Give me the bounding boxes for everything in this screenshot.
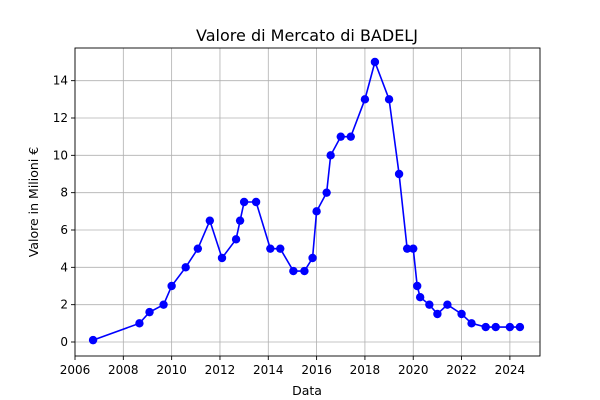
chart-title: Valore di Mercato di BADELJ	[196, 26, 418, 45]
data-point	[308, 253, 317, 263]
data-point	[413, 281, 422, 291]
series-line	[92, 59, 520, 341]
x-tick-label: 2024	[495, 363, 526, 377]
x-tick-label: 2018	[350, 363, 381, 377]
data-point	[289, 266, 298, 276]
data-point	[505, 322, 515, 332]
y-tick-label: 12	[53, 111, 68, 125]
y-axis-label: Valore in Milioni €	[26, 147, 41, 257]
data-point	[402, 244, 412, 253]
x-tick-label: 2008	[108, 363, 139, 377]
data-point	[370, 57, 380, 67]
data-point	[239, 197, 249, 207]
data-point	[443, 300, 452, 309]
y-tick-label: 10	[53, 148, 68, 162]
data-point	[181, 263, 190, 272]
y-axis: 0 2 4 6 8 10 12 14	[53, 74, 75, 349]
x-tick-label: 2022	[446, 363, 477, 377]
data-point	[336, 132, 345, 141]
data-point	[415, 293, 425, 302]
data-point	[276, 244, 285, 253]
data-point	[481, 322, 490, 332]
data-point	[384, 95, 394, 104]
data-point	[394, 169, 404, 179]
y-tick-label: 8	[60, 186, 68, 200]
data-point	[360, 95, 370, 104]
data-point	[266, 244, 275, 253]
data-point	[167, 281, 176, 291]
data-point	[217, 253, 227, 263]
plot-frame	[74, 47, 541, 357]
x-tick-label: 2006	[60, 363, 91, 377]
x-axis-label: Data	[292, 383, 322, 398]
data-point	[322, 188, 331, 197]
data-point	[491, 322, 500, 332]
data-point	[433, 309, 442, 319]
data-point	[346, 132, 355, 141]
y-tick-label: 14	[53, 74, 68, 88]
series-layer	[88, 57, 525, 345]
data-point	[88, 335, 98, 345]
y-tick-label: 4	[60, 260, 68, 274]
data-point	[145, 307, 154, 317]
data-point	[205, 216, 215, 225]
data-point	[467, 319, 476, 328]
data-point	[326, 151, 335, 160]
x-tick-label: 2010	[156, 363, 187, 377]
grid	[74, 48, 540, 356]
data-point	[135, 319, 144, 328]
data-point	[235, 216, 245, 225]
data-point	[312, 207, 321, 216]
x-tick-label: 2012	[205, 363, 236, 377]
data-point	[251, 197, 261, 207]
x-axis: 2006 2008 2010 2012 2014 2016 2018 2020 2022 2024	[60, 356, 525, 377]
x-tick-label: 2020	[398, 363, 429, 377]
data-point	[193, 244, 203, 253]
data-point	[425, 300, 434, 309]
x-tick-label: 2016	[301, 363, 332, 377]
data-point	[409, 244, 418, 253]
y-tick-label: 0	[60, 335, 68, 349]
data-point	[231, 235, 241, 244]
y-tick-label: 2	[60, 298, 68, 312]
data-point	[515, 322, 525, 332]
data-point	[159, 300, 168, 309]
data-point	[457, 309, 466, 319]
x-tick-label: 2014	[253, 363, 284, 377]
y-tick-label: 6	[60, 223, 68, 237]
data-point	[300, 266, 309, 276]
